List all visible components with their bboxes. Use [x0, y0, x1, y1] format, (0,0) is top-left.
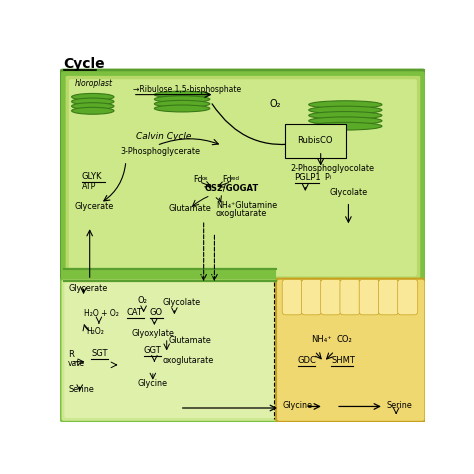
FancyBboxPatch shape — [340, 279, 360, 315]
Text: PGLP1: PGLP1 — [294, 173, 321, 182]
Text: Cycle: Cycle — [64, 57, 105, 71]
Text: GS2/GOGAT: GS2/GOGAT — [204, 183, 259, 192]
FancyBboxPatch shape — [61, 279, 279, 422]
Text: 2-Phosphoglyocolate: 2-Phosphoglyocolate — [290, 164, 374, 173]
Text: oxoglutarate: oxoglutarate — [216, 209, 267, 218]
FancyBboxPatch shape — [282, 279, 302, 315]
Text: CO₂: CO₂ — [336, 335, 352, 344]
Text: Calvin Cycle: Calvin Cycle — [136, 132, 191, 141]
Text: P: P — [324, 173, 328, 182]
Text: i: i — [329, 174, 331, 180]
Ellipse shape — [72, 103, 114, 109]
FancyBboxPatch shape — [276, 279, 425, 422]
Ellipse shape — [309, 111, 382, 119]
Text: Glycerate: Glycerate — [74, 202, 114, 211]
Ellipse shape — [155, 105, 210, 112]
Text: GDC: GDC — [298, 356, 317, 365]
Text: O₂: O₂ — [270, 99, 282, 109]
Text: 3-Phosphoglycerate: 3-Phosphoglycerate — [120, 147, 201, 156]
Text: oxoglutarate: oxoglutarate — [162, 356, 213, 365]
Text: red: red — [231, 176, 239, 181]
Text: GLYK: GLYK — [82, 172, 102, 181]
FancyBboxPatch shape — [69, 79, 417, 276]
Text: GO: GO — [150, 308, 163, 317]
FancyBboxPatch shape — [378, 279, 399, 315]
Text: Fd: Fd — [222, 174, 232, 183]
Text: Glyoxylate: Glyoxylate — [131, 328, 174, 337]
Text: Glutamate: Glutamate — [168, 337, 211, 346]
Text: Fd: Fd — [193, 174, 202, 183]
Text: Glycerate: Glycerate — [68, 284, 108, 293]
Text: Glycine: Glycine — [282, 401, 312, 410]
Text: Serine: Serine — [68, 385, 94, 394]
Text: NH₄⁺Glutamine: NH₄⁺Glutamine — [216, 201, 277, 210]
Ellipse shape — [72, 98, 114, 105]
FancyBboxPatch shape — [359, 279, 379, 315]
Text: ox: ox — [201, 176, 208, 181]
Ellipse shape — [155, 100, 210, 107]
Ellipse shape — [309, 117, 382, 125]
Text: NH₄⁺: NH₄⁺ — [311, 335, 332, 344]
Text: O₂: O₂ — [137, 296, 147, 305]
Text: →Ribulose 1,5-bisphosphate: →Ribulose 1,5-bisphosphate — [133, 85, 241, 94]
Text: Glycine: Glycine — [137, 380, 167, 388]
FancyBboxPatch shape — [64, 74, 422, 280]
Text: ATP: ATP — [82, 182, 96, 191]
Ellipse shape — [309, 106, 382, 114]
Text: SGT: SGT — [91, 349, 108, 358]
Ellipse shape — [155, 96, 210, 103]
Text: R: R — [68, 350, 74, 359]
Ellipse shape — [309, 122, 382, 130]
Ellipse shape — [72, 107, 114, 114]
Text: SHMT: SHMT — [331, 356, 356, 365]
FancyBboxPatch shape — [64, 268, 276, 282]
Text: Glutamate: Glutamate — [168, 204, 211, 213]
FancyBboxPatch shape — [64, 283, 275, 418]
Ellipse shape — [72, 93, 114, 100]
Text: Glycolate: Glycolate — [330, 189, 368, 198]
Text: RubisCO: RubisCO — [298, 136, 333, 145]
Text: vate: vate — [68, 359, 85, 368]
FancyBboxPatch shape — [398, 279, 418, 315]
Text: H₂O + O₂: H₂O + O₂ — [83, 309, 118, 318]
FancyBboxPatch shape — [321, 279, 341, 315]
Text: Serine: Serine — [387, 401, 413, 410]
Text: CAT: CAT — [127, 308, 143, 317]
Text: GGT: GGT — [144, 346, 161, 356]
Text: hloroplast: hloroplast — [74, 79, 112, 88]
FancyBboxPatch shape — [301, 279, 321, 315]
Text: H₂O₂: H₂O₂ — [87, 327, 104, 336]
Ellipse shape — [155, 91, 210, 98]
Text: Glycolate: Glycolate — [162, 298, 200, 307]
FancyBboxPatch shape — [60, 70, 426, 284]
Ellipse shape — [309, 101, 382, 109]
